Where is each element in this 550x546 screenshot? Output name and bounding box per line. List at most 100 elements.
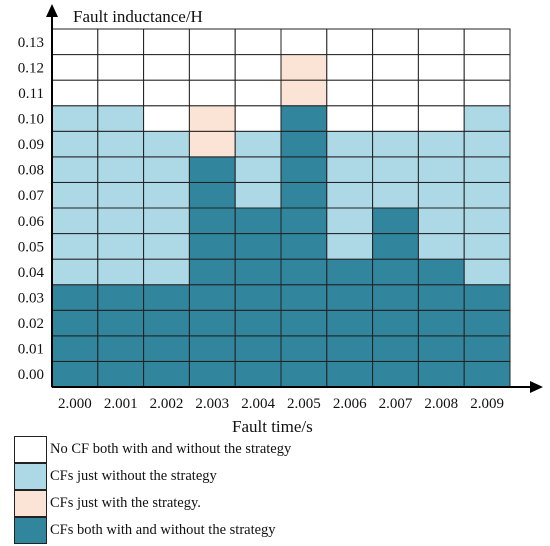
legend-swatch xyxy=(14,517,47,544)
heatmap-cell xyxy=(97,28,145,56)
heatmap-cell xyxy=(372,181,419,209)
heatmap-cell xyxy=(417,28,465,56)
heatmap-cell xyxy=(372,54,419,81)
heatmap-cell xyxy=(417,54,465,81)
legend: No CF both with and without the strategy… xyxy=(14,436,291,544)
heatmap-cell xyxy=(51,309,99,337)
heatmap-cell xyxy=(97,207,145,235)
heatmap-cell xyxy=(326,335,374,362)
heatmap-cell xyxy=(234,130,282,158)
heatmap-cell xyxy=(51,284,99,311)
heatmap-cell xyxy=(188,105,236,132)
heatmap-cell xyxy=(280,79,328,107)
heatmap-cell xyxy=(188,79,236,107)
legend-item: CFs just with the strategy. xyxy=(14,490,291,517)
heatmap-cell xyxy=(234,28,282,56)
heatmap-cell xyxy=(417,284,465,311)
y-tick-label: 0.09 xyxy=(18,137,44,153)
y-tick-label: 0.10 xyxy=(18,112,44,128)
legend-item: CFs both with and without the strategy xyxy=(14,517,291,544)
heatmap-cell xyxy=(463,360,511,388)
heatmap-cell xyxy=(463,28,511,56)
heatmap-cell xyxy=(234,360,282,388)
x-tick-label: 2.003 xyxy=(195,396,229,412)
x-tick-label: 2.000 xyxy=(58,396,92,412)
heatmap-cell xyxy=(188,233,236,260)
heatmap-cell xyxy=(417,105,465,132)
heatmap-cell xyxy=(326,181,374,209)
heatmap-cell xyxy=(326,156,374,183)
heatmap-cell xyxy=(280,181,328,209)
heatmap-cell xyxy=(417,130,465,158)
heatmap-cell xyxy=(51,207,99,235)
heatmap-cell xyxy=(188,284,236,311)
heatmap-cell xyxy=(372,130,419,158)
heatmap-cell xyxy=(372,105,419,132)
heatmap-cell xyxy=(188,156,236,183)
heatmap-cell xyxy=(97,156,145,183)
heatmap-cell xyxy=(280,105,328,132)
heatmap-cell xyxy=(326,360,374,388)
heatmap-cell xyxy=(372,284,419,311)
heatmap-cell xyxy=(97,360,145,388)
heatmap-cell xyxy=(372,233,419,260)
y-tick-label: 0.08 xyxy=(18,163,44,179)
heatmap-cell xyxy=(51,233,99,260)
heatmap-cell xyxy=(97,309,145,337)
heatmap-cell xyxy=(372,309,419,337)
heatmap-cell xyxy=(143,309,190,337)
y-tick-label: 0.07 xyxy=(18,188,45,204)
heatmap-cell xyxy=(97,335,145,362)
heatmap-cell xyxy=(234,233,282,260)
heatmap-cell xyxy=(143,335,190,362)
heatmap-cell xyxy=(326,207,374,235)
heatmap-cell xyxy=(188,28,236,56)
heatmap-cell xyxy=(143,105,190,132)
heatmap-cell xyxy=(372,28,419,56)
heatmap-cell xyxy=(280,156,328,183)
heatmap-cell xyxy=(372,156,419,183)
heatmap-cell xyxy=(463,335,511,362)
y-tick-label: 0.02 xyxy=(18,316,44,332)
heatmap-cell xyxy=(280,233,328,260)
legend-label: CFs just without the strategy xyxy=(50,468,217,484)
heatmap-cell xyxy=(417,181,465,209)
heatmap-cell xyxy=(326,79,374,107)
x-tick-label: 2.004 xyxy=(241,396,275,412)
heatmap-cell xyxy=(51,258,99,286)
legend-item: No CF both with and without the strategy xyxy=(14,436,291,463)
heatmap-cell xyxy=(234,54,282,81)
heatmap-cell xyxy=(280,130,328,158)
heatmap-cell xyxy=(326,130,374,158)
heatmap-cell xyxy=(188,130,236,158)
heatmap-cell xyxy=(326,258,374,286)
heatmap-cell xyxy=(188,258,236,286)
x-tick-label: 2.009 xyxy=(470,396,504,412)
heatmap-cell xyxy=(326,54,374,81)
heatmap-cell xyxy=(143,207,190,235)
heatmap-cell xyxy=(97,233,145,260)
heatmap-cell xyxy=(143,28,190,56)
heatmap-cell xyxy=(97,54,145,81)
legend-label: CFs both with and without the strategy xyxy=(50,522,276,538)
x-tick-labels: 2.000 2.001 2.002 2.003 2.004 2.005 2.006 2.007… xyxy=(58,396,504,412)
x-tick-label: 2.005 xyxy=(287,396,321,412)
heatmap-cell xyxy=(143,181,190,209)
heatmap-cell xyxy=(234,156,282,183)
heatmap-cell xyxy=(463,207,511,235)
heatmap-cell xyxy=(280,335,328,362)
heatmap-cell xyxy=(463,233,511,260)
legend-item: CFs just without the strategy xyxy=(14,463,291,490)
heatmap-cell xyxy=(280,360,328,388)
legend-swatch xyxy=(14,490,47,517)
heatmap-cell xyxy=(463,156,511,183)
y-tick-label: 0.11 xyxy=(18,86,44,102)
x-tick-label: 2.001 xyxy=(104,396,138,412)
y-axis-label: Fault inductance/H xyxy=(73,7,203,26)
legend-label: No CF both with and without the strategy xyxy=(50,441,292,457)
heatmap-cell xyxy=(280,258,328,286)
heatmap-cell xyxy=(280,309,328,337)
heatmap-cell xyxy=(463,79,511,107)
heatmap-cell xyxy=(372,258,419,286)
heatmap-cell xyxy=(51,156,99,183)
